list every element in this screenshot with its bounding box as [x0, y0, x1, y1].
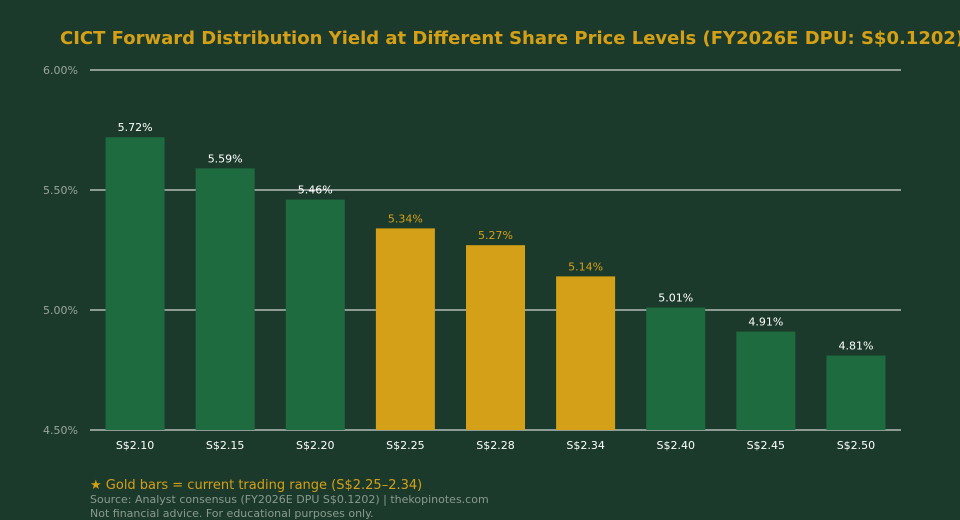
- value-label: 5.27%: [478, 229, 513, 242]
- bar: [375, 228, 435, 430]
- bar: [285, 199, 345, 430]
- x-tick-label: S$2.45: [747, 439, 785, 452]
- source-note: Source: Analyst consensus (FY2026E DPU S…: [90, 493, 489, 506]
- value-labels: 5.72% 5.59% 5.46% 5.34% 5.27% 5.14% 5.01% 4.91%…: [118, 121, 874, 352]
- value-label: 5.46%: [298, 184, 333, 197]
- x-tick-label: S$2.50: [837, 439, 875, 452]
- value-label: 5.34%: [388, 212, 423, 225]
- x-tick-label: S$2.28: [476, 439, 514, 452]
- value-label: 5.59%: [208, 152, 243, 165]
- legend-note: ★ Gold bars = current trading range (S$2…: [90, 478, 423, 493]
- x-tick-label: S$2.40: [656, 439, 694, 452]
- y-tick-label: 6.00%: [43, 64, 78, 77]
- disclaimer-note: Not financial advice. For educational pu…: [90, 507, 374, 520]
- x-tick-label: S$2.15: [206, 439, 244, 452]
- value-label: 4.81%: [838, 340, 873, 353]
- chart-title: CICT Forward Distribution Yield at Diffe…: [60, 28, 960, 49]
- value-label: 5.14%: [568, 260, 603, 273]
- bar: [826, 355, 886, 430]
- bar: [466, 245, 525, 430]
- y-tick-label: 5.00%: [43, 304, 78, 317]
- bar: [556, 276, 616, 430]
- value-label: 4.91%: [748, 316, 783, 329]
- x-tick-label: S$2.25: [386, 439, 424, 452]
- bar: [195, 168, 255, 430]
- y-axis-ticks: 4.50% 5.00% 5.50% 6.00%: [43, 64, 78, 437]
- x-tick-label: S$2.20: [296, 439, 334, 452]
- bar-chart: 4.50% 5.00% 5.50% 6.00% 5.72% 5.59% 5.46% 5.34…: [43, 64, 901, 452]
- bar: [646, 307, 706, 430]
- y-tick-label: 4.50%: [43, 424, 78, 437]
- bar: [105, 137, 165, 430]
- bars: [105, 137, 886, 430]
- value-label: 5.72%: [118, 121, 153, 134]
- x-tick-label: S$2.10: [116, 439, 154, 452]
- x-tick-label: S$2.34: [566, 439, 604, 452]
- bar: [736, 331, 796, 430]
- x-axis-ticks: S$2.10 S$2.15 S$2.20 S$2.25 S$2.28 S$2.34 S$2.…: [116, 439, 875, 452]
- y-tick-label: 5.50%: [43, 184, 78, 197]
- value-label: 5.01%: [658, 292, 693, 305]
